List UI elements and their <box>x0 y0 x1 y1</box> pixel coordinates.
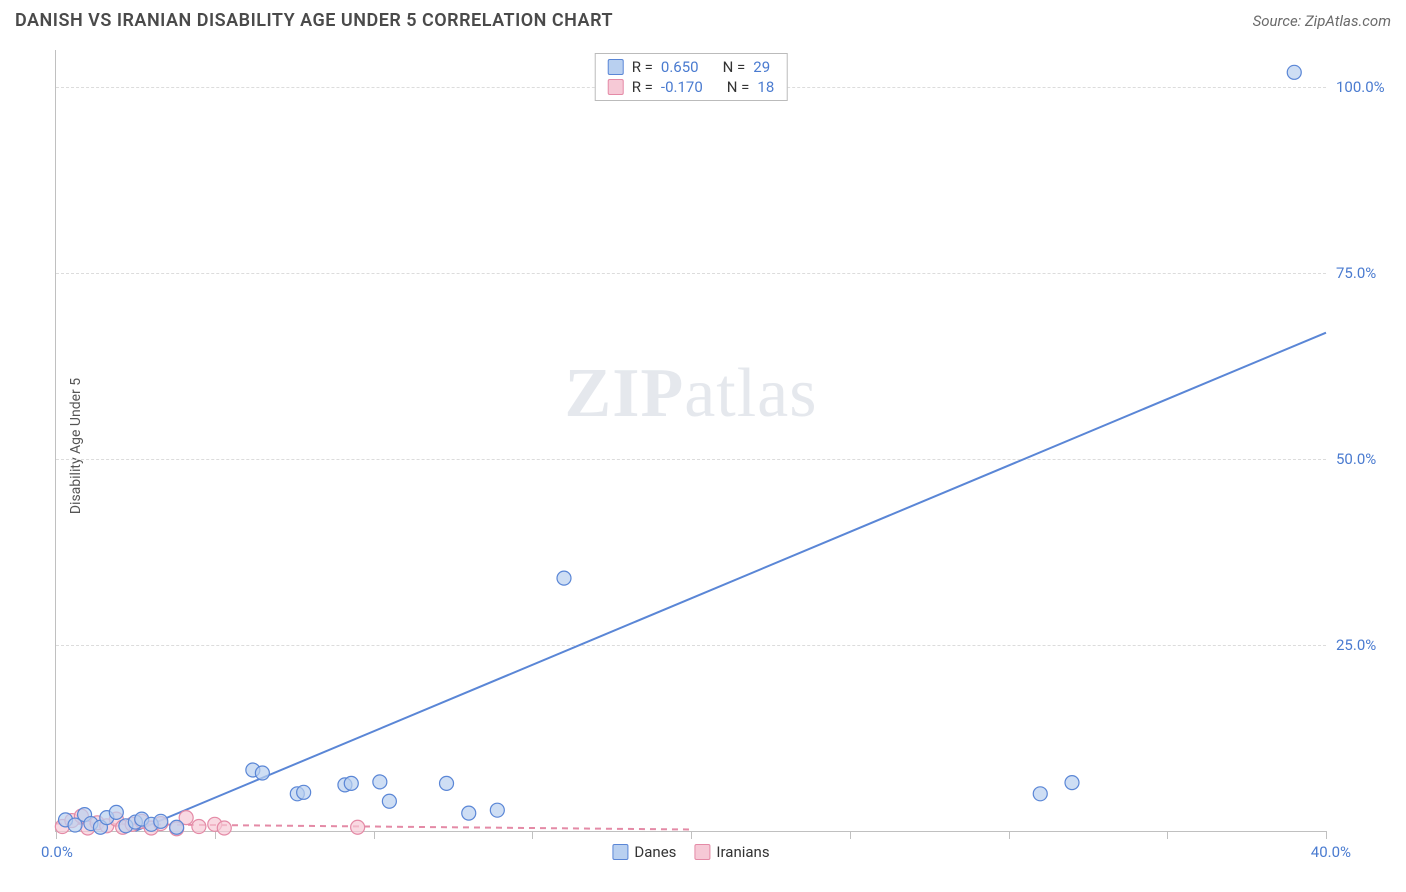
swatch-iranians-bottom <box>694 844 710 860</box>
x-tick <box>1326 831 1327 839</box>
legend-row-iranians: R = -0.170 N = 18 <box>608 78 775 96</box>
y-tick-label: 50.0% <box>1336 450 1396 468</box>
x-tick <box>532 831 533 839</box>
x-tick <box>215 831 216 839</box>
x-tick <box>374 831 375 839</box>
legend-item-iranians: Iranians <box>694 843 769 861</box>
legend-r-iranians: -0.170 <box>661 78 703 96</box>
y-tick-label: 75.0% <box>1336 264 1396 282</box>
legend-n-danes: 29 <box>753 58 770 76</box>
swatch-iranians <box>608 79 624 95</box>
x-tick <box>1009 831 1010 839</box>
legend-r-danes: 0.650 <box>661 58 699 76</box>
legend-r-label: R = <box>632 58 653 76</box>
swatch-danes <box>608 59 624 75</box>
legend-r-label-2: R = <box>632 78 653 96</box>
legend-item-danes: Danes <box>612 843 676 861</box>
x-tick <box>850 831 851 839</box>
swatch-danes-bottom <box>612 844 628 860</box>
legend-label-danes: Danes <box>634 843 676 861</box>
x-max-label: 40.0% <box>1311 843 1351 861</box>
source-text: Source: ZipAtlas.com <box>1253 12 1391 30</box>
legend-label-iranians: Iranians <box>716 843 769 861</box>
y-tick-label: 100.0% <box>1336 78 1396 96</box>
stats-legend: R = 0.650 N = 29 R = -0.170 N = 18 <box>595 53 788 101</box>
x-tick <box>1167 831 1168 839</box>
legend-row-danes: R = 0.650 N = 29 <box>608 58 775 76</box>
legend-n-label-2: N = <box>727 78 750 96</box>
y-tick-label: 25.0% <box>1336 636 1396 654</box>
x-tick <box>56 831 57 839</box>
chart-svg <box>56 50 1326 831</box>
legend-n-iranians: 18 <box>757 78 774 96</box>
x-tick <box>691 831 692 839</box>
plot-area: ZIPatlas R = 0.650 N = 29 R = -0.170 N =… <box>55 50 1326 832</box>
chart-title: DANISH VS IRANIAN DISABILITY AGE UNDER 5… <box>15 10 613 31</box>
legend-n-label: N = <box>723 58 746 76</box>
series-legend: Danes Iranians <box>612 843 769 861</box>
x-origin-label: 0.0% <box>41 843 73 861</box>
